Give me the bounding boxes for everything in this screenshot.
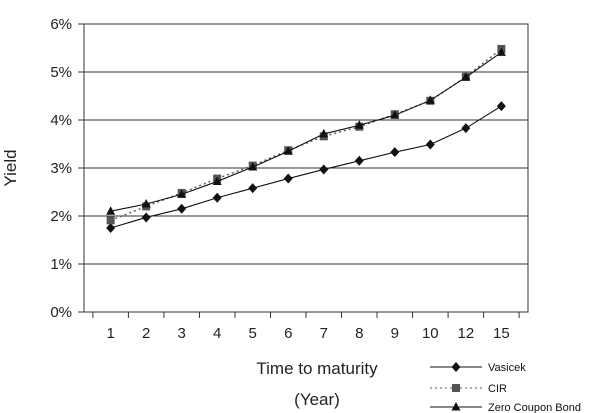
legend-item-cir: CIR — [430, 383, 507, 395]
series-layer — [106, 44, 506, 233]
x-tick-label: 10 — [422, 325, 439, 342]
point-cir — [106, 216, 115, 225]
x-tick-label: 3 — [178, 325, 186, 342]
x-tick-label: 4 — [213, 325, 221, 342]
point-vasicek — [283, 173, 293, 184]
x-axis-title-line2: (Year) — [294, 390, 340, 409]
point-zero-coupon-bond — [248, 162, 258, 171]
x-tick-label: 5 — [249, 325, 257, 342]
point-zero-coupon-bond — [461, 72, 471, 81]
x-tick-label: 1 — [106, 325, 114, 342]
point-vasicek — [141, 212, 151, 223]
point-zero-coupon-bond — [177, 189, 187, 198]
point-zero-coupon-bond — [390, 110, 400, 119]
x-tick-label: 2 — [142, 325, 150, 342]
point-vasicek — [461, 123, 471, 134]
point-vasicek — [106, 223, 116, 233]
legend-label: Zero Coupon Bond — [488, 402, 581, 413]
y-tick-label: 6% — [50, 16, 72, 33]
y-tick-label: 5% — [50, 64, 72, 81]
y-tick-label: 0% — [50, 304, 72, 321]
series-line-zero-coupon-bond — [110, 51, 502, 212]
point-vasicek — [425, 139, 435, 150]
y-axis-title: Yield — [1, 149, 20, 186]
point-zero-coupon-bond — [496, 47, 506, 56]
y-tick-label: 4% — [50, 112, 72, 129]
legend-swatch-marker — [451, 362, 461, 372]
x-tick-label: 9 — [391, 325, 399, 342]
x-axis-title-line1: Time to maturity — [256, 359, 378, 378]
x-tick-label: 8 — [355, 325, 363, 342]
x-tick-label: 12 — [457, 325, 474, 342]
point-zero-coupon-bond — [319, 128, 329, 138]
series-zero-coupon-bond — [106, 47, 506, 215]
point-vasicek — [354, 155, 364, 166]
point-vasicek — [390, 147, 400, 158]
point-zero-coupon-bond — [141, 199, 151, 208]
point-vasicek — [177, 203, 187, 214]
x-tick-label: 6 — [284, 325, 292, 342]
y-axis-ticks: 0% 1% 2% 3% 4% 5% 6% — [50, 16, 84, 321]
point-zero-coupon-bond — [106, 206, 116, 215]
gridlines — [84, 71, 528, 265]
legend-swatch-marker — [452, 384, 460, 392]
series-line-cir — [110, 48, 502, 221]
point-zero-coupon-bond — [283, 146, 293, 155]
y-tick-label: 1% — [50, 256, 72, 273]
point-zero-coupon-bond — [354, 120, 364, 129]
x-axis-ticks: 1 2 3 4 5 6 7 8 9 10 12 15 — [92, 312, 520, 342]
point-zero-coupon-bond — [212, 176, 222, 185]
point-vasicek — [248, 183, 258, 194]
series-vasicek — [106, 101, 506, 233]
legend-item-vasicek: Vasicek — [430, 362, 526, 374]
point-vasicek — [496, 101, 506, 112]
legend-label: Vasicek — [488, 362, 526, 374]
point-vasicek — [319, 164, 329, 175]
legend-item-zero-coupon-bond: Zero Coupon Bond — [430, 402, 581, 413]
legend: Vasicek CIR Zero Coupon Bond — [430, 362, 581, 413]
legend-label: CIR — [488, 383, 507, 395]
x-tick-label: 7 — [320, 325, 328, 342]
point-vasicek — [212, 192, 222, 203]
legend-swatch-marker — [451, 402, 461, 411]
y-tick-label: 2% — [50, 208, 72, 225]
series-line-vasicek — [110, 105, 502, 229]
y-tick-label: 3% — [50, 160, 72, 177]
x-tick-label: 15 — [493, 325, 510, 342]
point-zero-coupon-bond — [425, 95, 435, 104]
